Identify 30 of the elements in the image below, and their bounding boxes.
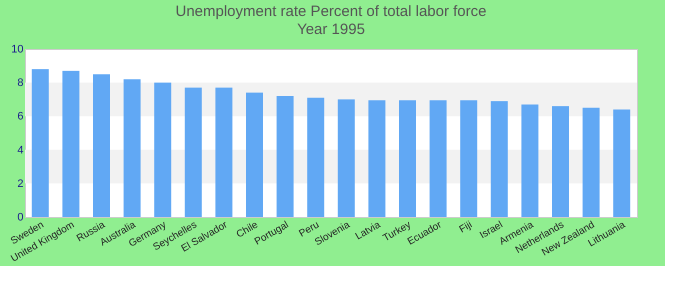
bar: [246, 92, 263, 217]
bar: [62, 70, 80, 217]
chart-subtitle: Year 1995: [297, 21, 365, 38]
chart-title: Unemployment rate Percent of total labor force: [176, 3, 486, 20]
bar: [430, 100, 447, 217]
bar: [552, 106, 569, 217]
bar: [368, 100, 386, 217]
bar: [338, 99, 355, 217]
bar: [184, 88, 202, 217]
bar: [613, 109, 630, 217]
bar: [215, 88, 232, 217]
y-tick-label: 8: [17, 77, 24, 90]
y-tick-label: 6: [17, 110, 24, 123]
bar: [399, 100, 416, 217]
bar: [521, 104, 538, 217]
bar: [582, 108, 600, 217]
x-tick-label: Latvia: [354, 219, 383, 242]
bar: [32, 69, 49, 217]
bar: [490, 101, 508, 217]
bar: [124, 79, 141, 217]
y-tick-label: 10: [11, 44, 24, 56]
y-tick-label: 2: [17, 178, 24, 190]
bar: [154, 82, 172, 217]
bar: [276, 96, 294, 217]
bar: [460, 100, 478, 217]
bar: [93, 74, 110, 217]
y-tick-label: 4: [17, 144, 24, 156]
x-tick-label: Fiji: [458, 220, 474, 236]
bar: [307, 98, 324, 217]
y-tick-label: 0: [17, 212, 24, 224]
